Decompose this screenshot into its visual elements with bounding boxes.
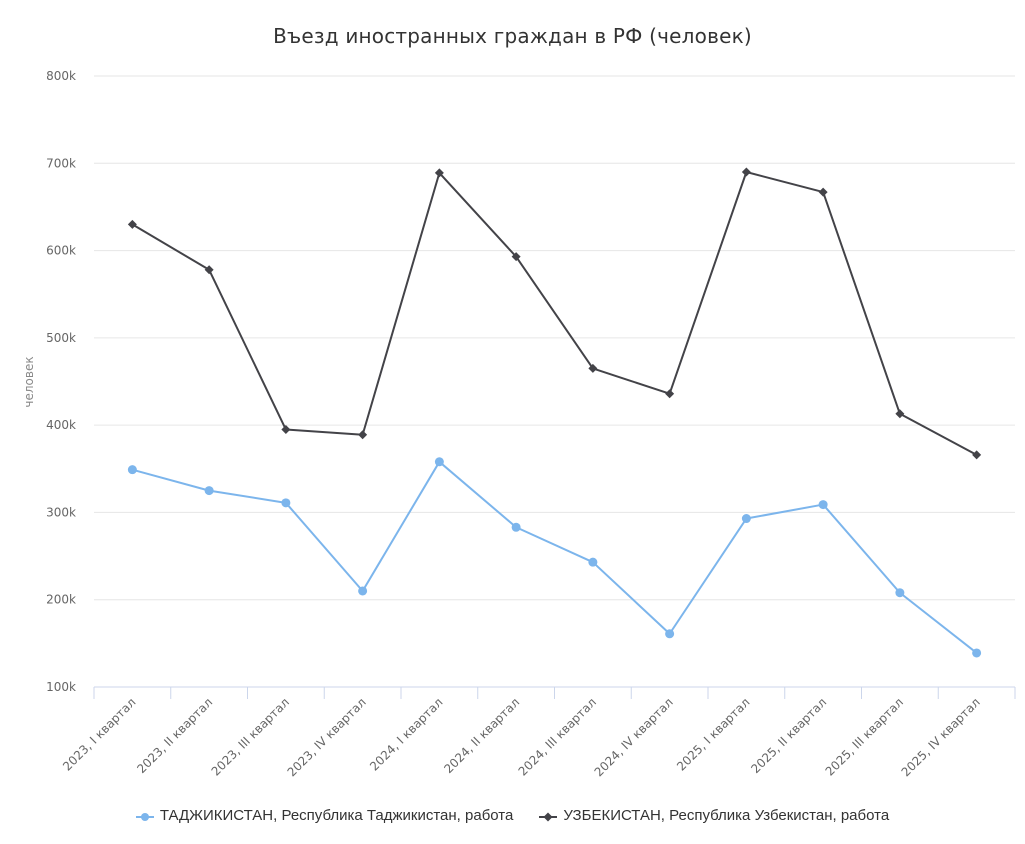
data-point[interactable] (588, 557, 598, 567)
data-point[interactable] (511, 252, 521, 262)
x-tick-label: 2025, II квартал (748, 695, 829, 776)
data-point[interactable] (127, 465, 137, 475)
y-tick-label: 600k (46, 244, 76, 258)
data-point[interactable] (281, 498, 291, 508)
x-tick-label: 2025, III квартал (823, 695, 906, 778)
x-tick-label: 2024, IV квартал (592, 695, 676, 779)
series-lines (127, 167, 982, 658)
data-point[interactable] (818, 500, 828, 510)
x-tick-label: 2024, II квартал (441, 695, 522, 776)
legend-label: УЗБЕКИСТАН, Республика Узбекистан, работ… (563, 807, 890, 824)
y-axis: 100k 200k 300k 400k 500k 600k 700k 800k (46, 69, 76, 694)
y-tick-label: 800k (46, 69, 76, 83)
x-tick-label: 2025, IV квартал (899, 695, 983, 779)
data-point[interactable] (434, 457, 444, 467)
data-point[interactable] (434, 168, 444, 178)
x-tick-label: 2023, III квартал (209, 695, 292, 778)
data-point[interactable] (204, 486, 214, 496)
x-tick-label: 2023, IV квартал (285, 695, 369, 779)
series-line (132, 460, 978, 654)
y-tick-label: 100k (46, 680, 76, 694)
data-point[interactable] (972, 648, 982, 658)
series-line (131, 171, 978, 456)
data-point[interactable] (204, 265, 214, 275)
circle-marker-icon (135, 810, 154, 822)
line-chart: 100k 200k 300k 400k 500k 600k 700k 800k человек… (22, 69, 1016, 779)
y-tick-label: 400k (46, 418, 76, 432)
data-point[interactable] (127, 219, 137, 229)
series-0 (127, 457, 982, 658)
data-point[interactable] (972, 450, 982, 460)
data-point[interactable] (895, 409, 905, 419)
data-point[interactable] (741, 167, 751, 177)
data-point[interactable] (281, 425, 291, 435)
data-point[interactable] (818, 187, 828, 197)
x-tick-label: 2023, II квартал (134, 695, 215, 776)
y-tick-label: 200k (46, 593, 76, 607)
diamond-marker-icon (539, 810, 558, 822)
data-point[interactable] (895, 588, 905, 598)
y-tick-label: 300k (46, 505, 76, 519)
y-tick-label: 500k (46, 331, 76, 345)
series-1 (127, 167, 982, 460)
y-tick-label: 700k (46, 156, 76, 170)
data-point[interactable] (358, 430, 368, 440)
data-point[interactable] (741, 514, 751, 524)
data-point[interactable] (665, 389, 675, 399)
x-tick-label: 2024, III квартал (516, 695, 599, 778)
data-point[interactable] (511, 522, 521, 532)
x-tick-label: 2023, I квартал (60, 695, 138, 773)
data-point[interactable] (588, 363, 598, 373)
chart-title: Въезд иностранных граждан в РФ (человек) (273, 24, 752, 48)
x-tick-label: 2025, I квартал (674, 695, 752, 773)
grid-lines (94, 75, 1015, 601)
legend-item-uzbekistan[interactable]: УЗБЕКИСТАН, Республика Узбекистан, работ… (539, 807, 889, 824)
y-axis-label: человек (22, 356, 36, 407)
legend-item-tajikistan[interactable]: ТАДЖИКИСТАН, Республика Таджикистан, раб… (135, 807, 514, 824)
legend-label: ТАДЖИКИСТАН, Республика Таджикистан, раб… (159, 807, 514, 824)
legend: ТАДЖИКИСТАН, Республика Таджикистан, раб… (0, 807, 1025, 824)
data-point[interactable] (358, 586, 368, 596)
data-point[interactable] (665, 629, 675, 639)
x-tick-label: 2024, I квартал (367, 695, 445, 773)
